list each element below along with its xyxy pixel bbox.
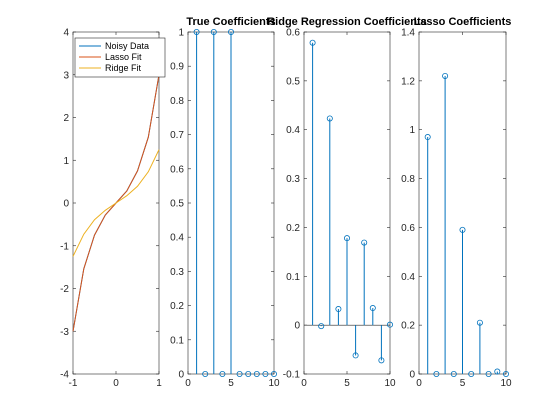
y-tick-label: 3 — [63, 70, 69, 81]
y-tick-label: 0.6 — [170, 164, 184, 175]
x-tick-label: 10 — [500, 378, 512, 389]
y-tick-label: 0.7 — [170, 130, 184, 141]
y-tick-label: 1 — [178, 28, 184, 39]
legend-label: Lasso Fit — [105, 52, 142, 62]
y-tick-label: 0.8 — [401, 174, 415, 185]
stem-marker — [343, 235, 350, 242]
y-tick-label: 0.6 — [286, 28, 300, 39]
panel-title: Lasso Coefficients — [414, 16, 512, 28]
y-tick-label: 0 — [294, 321, 300, 332]
stem-marker — [262, 370, 269, 377]
y-tick-label: 0.2 — [286, 223, 300, 234]
y-tick-label: 2 — [63, 113, 69, 124]
y-tick-label: 0.5 — [286, 76, 300, 87]
x-tick-label: 1 — [156, 378, 162, 389]
x-tick-label: 10 — [384, 378, 396, 389]
stem-marker — [450, 370, 457, 377]
y-tick-label: 0.6 — [401, 223, 415, 234]
stem-marker — [476, 319, 483, 326]
stem-marker — [352, 352, 359, 359]
stem-marker — [326, 115, 333, 122]
legend-label: Ridge Fit — [105, 63, 142, 73]
y-tick-label: 0.5 — [170, 199, 184, 210]
x-tick-label: 0 — [416, 378, 422, 389]
stem-marker — [378, 357, 385, 364]
y-tick-label: 0 — [178, 370, 184, 381]
stem-marker — [227, 28, 234, 35]
stem-marker — [202, 370, 209, 377]
panel-title: True Coefficients — [186, 16, 275, 28]
y-tick-label: 0.4 — [401, 272, 415, 283]
y-tick-label: 0.3 — [286, 174, 300, 185]
legend-label: Noisy Data — [105, 41, 149, 51]
stem-marker — [253, 370, 260, 377]
y-tick-label: -1 — [60, 241, 69, 252]
stem-marker — [361, 239, 368, 246]
x-tick-label: 5 — [228, 378, 234, 389]
stem-marker — [335, 306, 342, 313]
stem-marker — [468, 370, 475, 377]
y-tick-label: 0.4 — [170, 233, 184, 244]
x-tick-label: 0 — [185, 378, 191, 389]
x-tick-label: 5 — [344, 378, 350, 389]
x-tick-label: 0 — [301, 378, 307, 389]
stem-marker — [318, 323, 325, 330]
stem-marker — [485, 370, 492, 377]
stem-marker — [386, 321, 393, 328]
stem-marker — [210, 28, 217, 35]
series-line-ridge-fit — [72, 149, 160, 257]
stem-marker — [424, 134, 431, 141]
stem-marker — [494, 368, 501, 375]
y-tick-label: -4 — [60, 370, 69, 381]
y-tick-label: 0.1 — [286, 272, 300, 283]
y-tick-label: 0.1 — [170, 335, 184, 346]
y-tick-label: 1 — [63, 156, 69, 167]
stem-marker — [459, 226, 466, 233]
stem-marker — [270, 370, 277, 377]
x-tick-label: 10 — [268, 378, 280, 389]
stem-marker — [193, 28, 200, 35]
stem-marker — [309, 39, 316, 46]
stem-marker — [433, 370, 440, 377]
stem-marker — [442, 72, 449, 79]
panel-4: 0 0.2 0.4 0.6 0.8 1 1.2 1.4 0 5 10 Lasso Coefficien… — [401, 16, 512, 389]
x-tick-label: 0 — [113, 378, 119, 389]
y-tick-label: 1 — [409, 125, 415, 136]
x-tick-label: -1 — [69, 378, 78, 389]
stem-marker — [369, 305, 376, 312]
y-tick-label: -0.1 — [283, 370, 301, 381]
y-tick-label: -3 — [60, 327, 69, 338]
x-tick-label: 5 — [460, 378, 466, 389]
panel-title: Ridge Regression Coefficients — [267, 16, 427, 28]
stem-marker — [236, 370, 243, 377]
y-tick-label: 0.9 — [170, 62, 184, 73]
y-tick-label: 0.8 — [170, 96, 184, 107]
y-tick-label: 0.2 — [401, 321, 415, 332]
stem-marker — [502, 370, 509, 377]
y-tick-label: 0.3 — [170, 267, 184, 278]
y-tick-label: 0 — [63, 199, 69, 210]
y-tick-label: 0.2 — [170, 301, 184, 312]
y-tick-label: 0.4 — [286, 125, 300, 136]
y-tick-label: -2 — [60, 284, 69, 295]
y-tick-label: 4 — [63, 28, 69, 39]
y-tick-label: 1.2 — [401, 76, 415, 87]
y-tick-label: 0 — [409, 370, 415, 381]
stem-marker — [219, 370, 226, 377]
stem-marker — [245, 370, 252, 377]
y-tick-label: 1.4 — [401, 28, 415, 39]
